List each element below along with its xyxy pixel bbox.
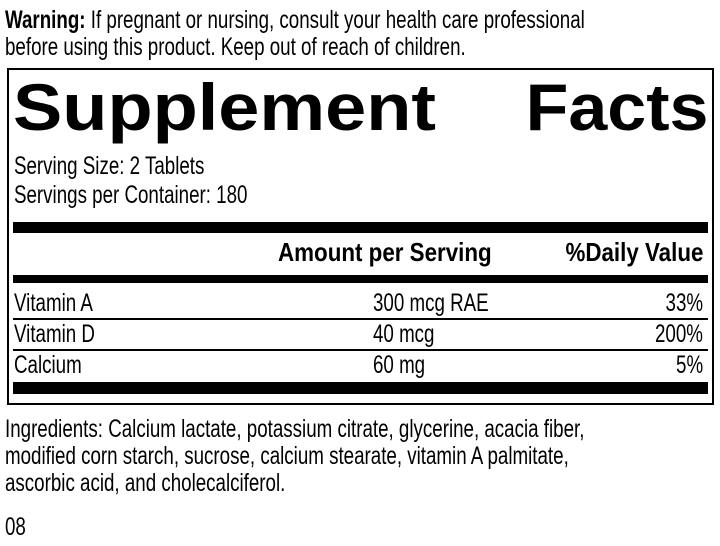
ingredients-line-3: ascorbic acid, and cholecalciferol. bbox=[5, 469, 286, 497]
nutrient-name: Vitamin D bbox=[14, 320, 95, 348]
table-row: Vitamin D 40 mcg 200% bbox=[13, 322, 708, 347]
warning-paragraph: Warning: If pregnant or nursing, consult… bbox=[5, 7, 720, 61]
nutrient-name: Calcium bbox=[14, 351, 82, 379]
panel-title-word-right: Facts bbox=[525, 70, 708, 144]
table-header-row: Amount per Serving %Daily Value bbox=[13, 239, 708, 265]
nutrient-amount: 40 mcg bbox=[373, 320, 435, 348]
column-header-daily-value: %Daily Value bbox=[565, 237, 703, 267]
supplement-facts-panel: Supplement Facts Serving Size: 2 Tablets… bbox=[7, 68, 714, 405]
ingredients-paragraph: Ingredients: Calcium lactate, potassium … bbox=[5, 416, 720, 497]
nutrient-amount: 300 mcg RAE bbox=[373, 289, 489, 317]
servings-per-container: Servings per Container: 180 bbox=[14, 181, 248, 209]
warning-line-1-text: If pregnant or nursing, consult your hea… bbox=[90, 6, 585, 34]
nutrient-daily-value: 5% bbox=[675, 351, 703, 379]
divider-thick-top bbox=[13, 222, 708, 233]
ingredients-line-2: modified corn starch, sucrose, calcium s… bbox=[5, 442, 569, 470]
divider-thick-bottom bbox=[13, 382, 708, 394]
warning-line-2-text: before using this product. Keep out of r… bbox=[5, 33, 466, 61]
nutrient-daily-value: 200% bbox=[655, 320, 703, 348]
panel-title-word-left: Supplement bbox=[13, 70, 437, 144]
nutrient-name: Vitamin A bbox=[14, 289, 93, 317]
lot-code: 08 bbox=[5, 513, 26, 541]
warning-line-2: before using this product. Keep out of r… bbox=[5, 34, 720, 61]
table-row: Calcium 60 mg 5% bbox=[13, 353, 708, 378]
row-separator bbox=[13, 349, 708, 351]
row-separator bbox=[13, 318, 708, 320]
warning-line-1: Warning: If pregnant or nursing, consult… bbox=[5, 7, 720, 34]
serving-size: Serving Size: 2 Tablets bbox=[14, 152, 205, 180]
table-row: Vitamin A 300 mcg RAE 33% bbox=[13, 291, 708, 316]
nutrient-amount: 60 mg bbox=[373, 351, 426, 379]
panel-title: Supplement Facts bbox=[13, 70, 708, 144]
ingredients-line-1: Ingredients: Calcium lactate, potassium … bbox=[5, 415, 585, 443]
divider-header-bottom bbox=[13, 275, 708, 283]
column-header-amount: Amount per Serving bbox=[278, 237, 492, 267]
warning-label: Warning: bbox=[5, 6, 86, 34]
nutrient-daily-value: 33% bbox=[665, 289, 703, 317]
